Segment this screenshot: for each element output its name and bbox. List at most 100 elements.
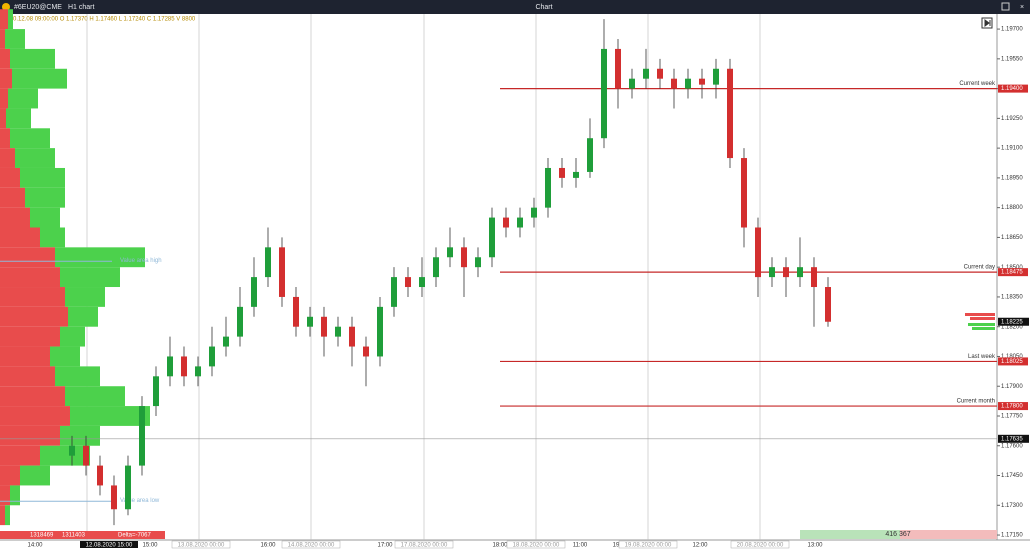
price-box [998, 317, 1029, 326]
y-tick-label: 1.19100 [1001, 146, 1023, 152]
timeframe[interactable]: H1 chart [68, 4, 95, 11]
candle-body [321, 316, 327, 337]
time-label: 19 [613, 543, 620, 549]
profile-ask [6, 108, 31, 129]
cursor-date-box [80, 541, 138, 548]
candle-body [601, 48, 607, 139]
close[interactable]: × [1020, 4, 1024, 11]
profile-ask [68, 306, 98, 327]
profile-ask [55, 247, 145, 268]
candle-body [363, 346, 369, 357]
level-price: 1.18475 [1001, 270, 1023, 276]
candle-body [713, 68, 719, 85]
logo [2, 3, 10, 11]
profile-total-bg [0, 531, 165, 539]
profile-ask [10, 48, 55, 69]
level-price-box [998, 268, 1028, 277]
profile-bid [0, 406, 70, 426]
candle-body [615, 48, 621, 89]
candle-body [447, 247, 453, 258]
level-name: Current day [964, 265, 995, 271]
candle-body [475, 257, 481, 268]
candle-body [251, 277, 257, 307]
candle-body [797, 267, 803, 278]
profile-ask [10, 128, 50, 149]
candle-body [545, 167, 551, 208]
date-label: 14.08.2020 00:00 [288, 543, 335, 549]
candle-body [181, 356, 187, 377]
profile-ask [60, 425, 100, 446]
profile-ask [60, 267, 120, 288]
candle-body [265, 247, 271, 278]
profile-ask [55, 366, 100, 387]
candle-body [139, 406, 145, 466]
date-box [618, 540, 678, 549]
profile-bid [0, 88, 8, 109]
level-price-box [998, 402, 1028, 411]
candle-body [573, 171, 579, 178]
profile-bid [0, 108, 6, 129]
profile-ask [30, 207, 60, 228]
mini-profile [965, 313, 995, 316]
candle-body [503, 217, 509, 228]
y-tick-label: 1.19700 [1001, 27, 1023, 33]
date-box [394, 540, 454, 549]
level-price-box [998, 84, 1028, 93]
y-tick-label: 1.17450 [1001, 473, 1023, 479]
profile-bid [0, 207, 30, 228]
time-label: 11:00 [573, 543, 588, 549]
candle-body [755, 227, 761, 278]
y-tick-label: 1.17600 [1001, 443, 1023, 449]
profile-ask [60, 326, 85, 347]
candle-body [223, 336, 229, 347]
profile-bid [0, 287, 65, 307]
date-box [506, 540, 566, 549]
candle-body [783, 267, 789, 278]
profile-bid [0, 68, 12, 89]
time-label: 13:00 [807, 543, 823, 549]
profile-ask [65, 287, 105, 307]
profile-bid [0, 148, 15, 168]
ask-total: 1311403 [62, 533, 86, 539]
profile-bid [0, 425, 60, 446]
profile-ask [65, 386, 125, 407]
candle-body [195, 366, 201, 377]
profile-ask [8, 9, 13, 30]
candle-body [377, 306, 383, 357]
profile-ask [50, 346, 80, 367]
y-tick-label: 1.17300 [1001, 503, 1023, 509]
profile-bid [0, 187, 25, 208]
time-label: 18:00 [492, 543, 508, 549]
toolbar [0, 0, 1030, 14]
candle-body [825, 287, 831, 322]
symbol[interactable]: #6EU20@CME [14, 4, 62, 11]
profile-bid [0, 306, 68, 327]
profile-bid [0, 128, 10, 149]
candle-body [559, 167, 565, 178]
y-tick-label: 1.18350 [1001, 295, 1023, 301]
y-tick-label: 1.17900 [1001, 384, 1023, 390]
profile-ask [12, 68, 67, 89]
profile-bid [0, 346, 50, 367]
candle-body [769, 267, 775, 278]
candle-body [391, 277, 397, 307]
date-label: 18.08.2020 00:00 [513, 543, 560, 549]
profile-ask [25, 187, 65, 208]
candle-body [69, 445, 75, 456]
y-tick-label: 1.18650 [1001, 235, 1023, 241]
date-box [171, 540, 231, 549]
candle-body [629, 78, 635, 89]
candle-body [587, 138, 593, 172]
mini-profile [968, 323, 995, 326]
profile-bid [0, 247, 55, 268]
time-label: 17:00 [377, 543, 393, 549]
volume-bar-ask [800, 530, 900, 539]
profile-bid [0, 505, 5, 526]
date-label: 17.08.2020 00:00 [401, 543, 448, 549]
candle-body [293, 296, 299, 327]
maximize[interactable] [1001, 2, 1010, 11]
candle-body [237, 306, 243, 337]
cursor-date: 12.08.2020 15:00 [86, 543, 133, 549]
time-label: 16:00 [260, 543, 276, 549]
